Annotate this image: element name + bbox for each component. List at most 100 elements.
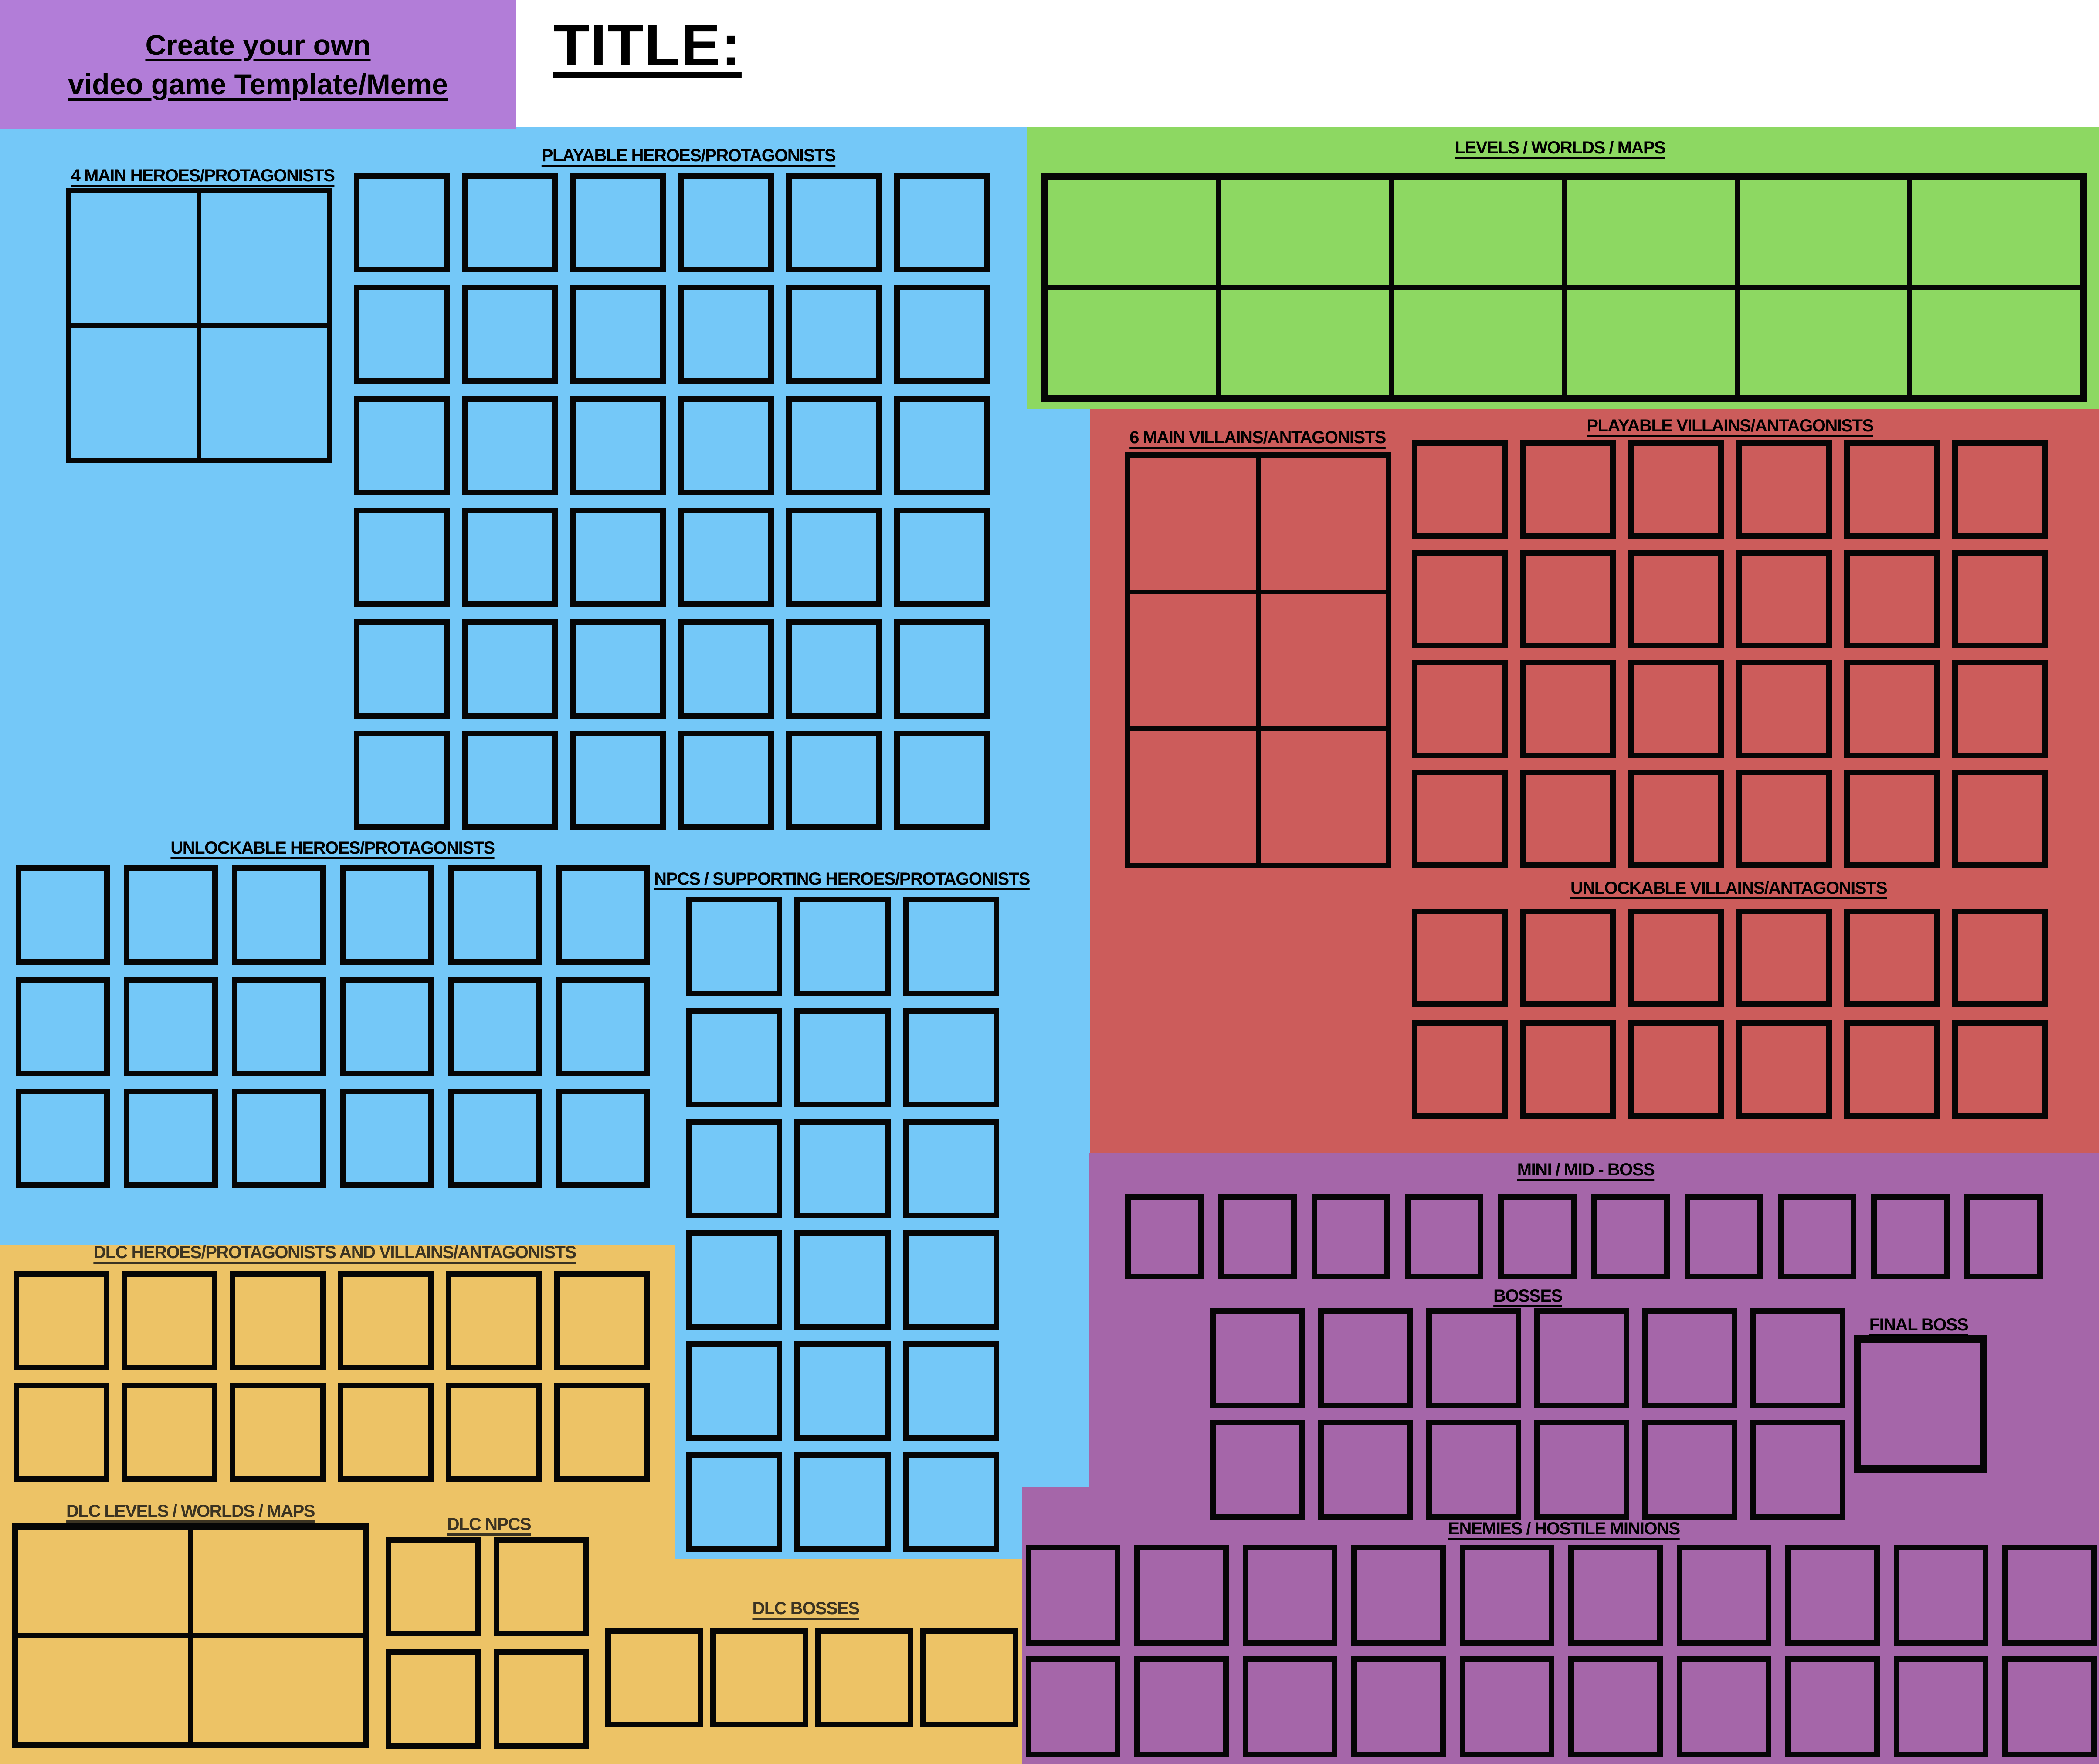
playable-heroes-slot[interactable] <box>570 285 666 384</box>
main-villains-slot[interactable] <box>1130 594 1256 726</box>
unlockable-heroes-slot[interactable] <box>340 865 434 965</box>
playable-heroes-slot[interactable] <box>894 508 990 607</box>
playable-villains-slot[interactable] <box>1844 770 1940 868</box>
dlc-heroes-slot[interactable] <box>230 1383 326 1482</box>
playable-heroes-slot[interactable] <box>462 396 558 495</box>
playable-villains-slot[interactable] <box>1736 660 1832 758</box>
main-villains-slot[interactable] <box>1260 594 1386 726</box>
unlockable-heroes-slot[interactable] <box>232 977 326 1076</box>
unlockable-villains-slot[interactable] <box>1412 909 1508 1007</box>
enemies-slot[interactable] <box>1243 1656 1337 1757</box>
main-heroes-slot[interactable] <box>71 193 197 323</box>
playable-villains-slot[interactable] <box>1736 440 1832 539</box>
playable-villains-slot[interactable] <box>1412 660 1508 758</box>
unlockable-villains-slot[interactable] <box>1412 1020 1508 1119</box>
dlc-heroes-slot[interactable] <box>122 1271 217 1370</box>
unlockable-heroes-slot[interactable] <box>448 1089 542 1188</box>
npcs-slot[interactable] <box>903 1008 999 1107</box>
playable-heroes-slot[interactable] <box>570 731 666 830</box>
main-villains-slot[interactable] <box>1260 730 1386 863</box>
playable-villains-slot[interactable] <box>1844 660 1940 758</box>
playable-heroes-slot[interactable] <box>894 173 990 272</box>
main-heroes-slot[interactable] <box>71 328 197 458</box>
bosses-slot[interactable] <box>1318 1308 1413 1408</box>
levels-slot[interactable] <box>1740 290 1908 395</box>
bosses-slot[interactable] <box>1426 1420 1521 1520</box>
enemies-slot[interactable] <box>1677 1545 1771 1646</box>
levels-slot[interactable] <box>1221 180 1389 285</box>
npcs-slot[interactable] <box>794 1341 891 1441</box>
playable-heroes-slot[interactable] <box>678 731 774 830</box>
npcs-slot[interactable] <box>903 897 999 996</box>
unlockable-heroes-slot[interactable] <box>556 1089 650 1188</box>
unlockable-heroes-slot[interactable] <box>124 977 218 1076</box>
playable-heroes-slot[interactable] <box>570 396 666 495</box>
dlc-levels-slot[interactable] <box>18 1530 188 1633</box>
playable-villains-slot[interactable] <box>1952 770 2048 868</box>
unlockable-heroes-slot[interactable] <box>556 865 650 965</box>
mini-boss-slot[interactable] <box>1964 1194 2043 1279</box>
npcs-slot[interactable] <box>794 897 891 996</box>
playable-heroes-slot[interactable] <box>462 285 558 384</box>
playable-villains-slot[interactable] <box>1844 550 1940 648</box>
enemies-slot[interactable] <box>2002 1545 2097 1646</box>
playable-villains-slot[interactable] <box>1520 660 1616 758</box>
npcs-slot[interactable] <box>794 1008 891 1107</box>
unlockable-heroes-slot[interactable] <box>16 1089 110 1188</box>
levels-slot[interactable] <box>1394 180 1562 285</box>
bosses-slot[interactable] <box>1318 1420 1413 1520</box>
playable-heroes-slot[interactable] <box>354 619 450 719</box>
npcs-slot[interactable] <box>794 1119 891 1218</box>
playable-villains-slot[interactable] <box>1520 440 1616 539</box>
playable-heroes-slot[interactable] <box>786 508 882 607</box>
main-villains-slot[interactable] <box>1260 458 1386 590</box>
bosses-slot[interactable] <box>1642 1308 1737 1408</box>
playable-villains-slot[interactable] <box>1736 550 1832 648</box>
unlockable-heroes-slot[interactable] <box>124 865 218 965</box>
enemies-slot[interactable] <box>1785 1545 1880 1646</box>
unlockable-heroes-slot[interactable] <box>448 865 542 965</box>
enemies-slot[interactable] <box>1568 1545 1663 1646</box>
npcs-slot[interactable] <box>686 897 782 996</box>
playable-heroes-slot[interactable] <box>354 173 450 272</box>
npcs-slot[interactable] <box>686 1341 782 1441</box>
unlockable-heroes-slot[interactable] <box>16 865 110 965</box>
mini-boss-slot[interactable] <box>1871 1194 1950 1279</box>
dlc-heroes-slot[interactable] <box>338 1383 434 1482</box>
mini-boss-slot[interactable] <box>1591 1194 1670 1279</box>
npcs-slot[interactable] <box>903 1119 999 1218</box>
unlockable-villains-slot[interactable] <box>1844 909 1940 1007</box>
dlc-bosses-slot[interactable] <box>920 1628 1018 1727</box>
playable-villains-slot[interactable] <box>1628 660 1724 758</box>
playable-villains-slot[interactable] <box>1412 770 1508 868</box>
enemies-slot[interactable] <box>1785 1656 1880 1757</box>
playable-villains-slot[interactable] <box>1520 550 1616 648</box>
bosses-slot[interactable] <box>1210 1420 1305 1520</box>
npcs-slot[interactable] <box>686 1452 782 1552</box>
mini-boss-slot[interactable] <box>1218 1194 1297 1279</box>
playable-heroes-slot[interactable] <box>462 619 558 719</box>
unlockable-heroes-slot[interactable] <box>448 977 542 1076</box>
levels-slot[interactable] <box>1740 180 1908 285</box>
mini-boss-slot[interactable] <box>1125 1194 1204 1279</box>
bosses-slot[interactable] <box>1534 1308 1629 1408</box>
playable-heroes-slot[interactable] <box>894 285 990 384</box>
playable-heroes-slot[interactable] <box>570 508 666 607</box>
bosses-slot[interactable] <box>1210 1308 1305 1408</box>
unlockable-heroes-slot[interactable] <box>232 1089 326 1188</box>
npcs-slot[interactable] <box>794 1230 891 1330</box>
levels-slot[interactable] <box>1912 180 2080 285</box>
playable-heroes-slot[interactable] <box>462 508 558 607</box>
dlc-heroes-slot[interactable] <box>446 1271 542 1370</box>
dlc-heroes-slot[interactable] <box>446 1383 542 1482</box>
unlockable-villains-slot[interactable] <box>1736 1020 1832 1119</box>
playable-heroes-slot[interactable] <box>678 619 774 719</box>
dlc-levels-slot[interactable] <box>193 1530 363 1633</box>
playable-heroes-slot[interactable] <box>678 508 774 607</box>
playable-heroes-slot[interactable] <box>894 619 990 719</box>
npcs-slot[interactable] <box>903 1230 999 1330</box>
playable-heroes-slot[interactable] <box>462 731 558 830</box>
levels-slot[interactable] <box>1394 290 1562 395</box>
unlockable-heroes-slot[interactable] <box>340 1089 434 1188</box>
main-heroes-slot[interactable] <box>201 328 327 458</box>
